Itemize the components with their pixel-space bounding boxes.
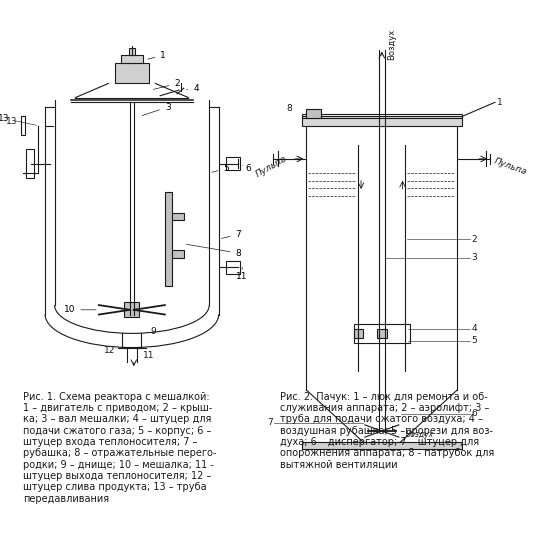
Text: 8: 8 [286,104,292,113]
Text: 1: 1 [148,51,166,60]
Bar [353,329,363,338]
Text: 9: 9 [151,327,156,336]
Text: передавливания: передавливания [24,494,110,504]
Text: 6: 6 [471,409,477,418]
Bar [353,324,410,343]
Text: 13: 13 [0,114,37,125]
Text: Воздух: Воздух [405,430,433,439]
Text: 11: 11 [236,267,247,281]
Text: 1: 1 [497,98,503,107]
Text: 3: 3 [471,253,477,263]
Text: 2: 2 [154,79,180,89]
Text: штуцер выхода теплоносителя; 12 –: штуцер выхода теплоносителя; 12 – [24,471,212,481]
Text: 13: 13 [6,117,18,126]
Bar [26,149,34,178]
Text: родки; 9 – днище; 10 – мешалка; 11 -: родки; 9 – днище; 10 – мешалка; 11 - [24,460,214,470]
Text: 4: 4 [471,324,477,333]
Text: 1 – двигатель с приводом; 2 – крыш-: 1 – двигатель с приводом; 2 – крыш- [24,403,213,413]
Bar [302,114,462,118]
Bar [121,55,143,63]
Bar [302,442,462,450]
Text: 2: 2 [471,235,477,243]
Text: 11: 11 [143,351,155,359]
Bar [172,251,184,258]
Text: воздушная рубашка; 5 –прорези для воз-: воздушная рубашка; 5 –прорези для воз- [280,426,493,436]
Text: 12: 12 [104,346,115,355]
Text: Рис. 1. Схема реактора с мешалкой:: Рис. 1. Схема реактора с мешалкой: [24,392,210,402]
Text: служивания аппарата; 2 – аэролифт; 3 –: служивания аппарата; 2 – аэролифт; 3 – [280,403,489,413]
Text: духа; 6 – диспергатор; 7 – штуцер для: духа; 6 – диспергатор; 7 – штуцер для [280,437,479,447]
Bar [226,157,241,170]
Bar [125,302,140,317]
Text: подачи сжатого газа; 5 – корпус; 6 –: подачи сжатого газа; 5 – корпус; 6 – [24,426,212,436]
Bar [302,117,462,126]
Text: 10: 10 [64,305,96,315]
Bar [307,109,321,118]
Text: вытяжной вентиляции: вытяжной вентиляции [280,460,397,470]
Text: 5: 5 [212,164,229,173]
Text: штуцер слива продукта; 13 – труба: штуцер слива продукта; 13 – труба [24,482,207,492]
Bar [377,329,387,338]
Bar [172,213,184,220]
Text: штуцер входа теплоносителя; 7 –: штуцер входа теплоносителя; 7 – [24,437,198,447]
Text: 4: 4 [186,84,199,92]
Text: 5: 5 [471,336,477,345]
Bar [115,63,149,84]
Bar [226,261,241,274]
Text: 3: 3 [142,102,171,115]
Bar [129,48,135,55]
Text: 6: 6 [242,164,251,173]
Text: опорожнения аппарата; 8 - патрубок для: опорожнения аппарата; 8 - патрубок для [280,449,494,458]
Text: 7: 7 [267,418,273,427]
Text: рубашка; 8 – отражательные перего-: рубашка; 8 – отражательные перего- [24,449,217,458]
Bar [20,117,25,135]
Bar [165,192,172,286]
Text: ка; 3 – вал мешалки; 4 – штуцер для: ка; 3 – вал мешалки; 4 – штуцер для [24,415,212,424]
Text: Пульпа: Пульпа [493,156,528,177]
Text: труба для подачи сжатого воздуха; 4 –: труба для подачи сжатого воздуха; 4 – [280,415,483,424]
Text: 8: 8 [186,245,242,258]
Text: 7: 7 [221,230,242,239]
Text: Рис. 2. Пачук: 1 – люк для ремонта и об-: Рис. 2. Пачук: 1 – люк для ремонта и об- [280,392,488,402]
Text: Воздух: Воздух [388,28,396,60]
Text: Пульпа: Пульпа [255,154,289,179]
